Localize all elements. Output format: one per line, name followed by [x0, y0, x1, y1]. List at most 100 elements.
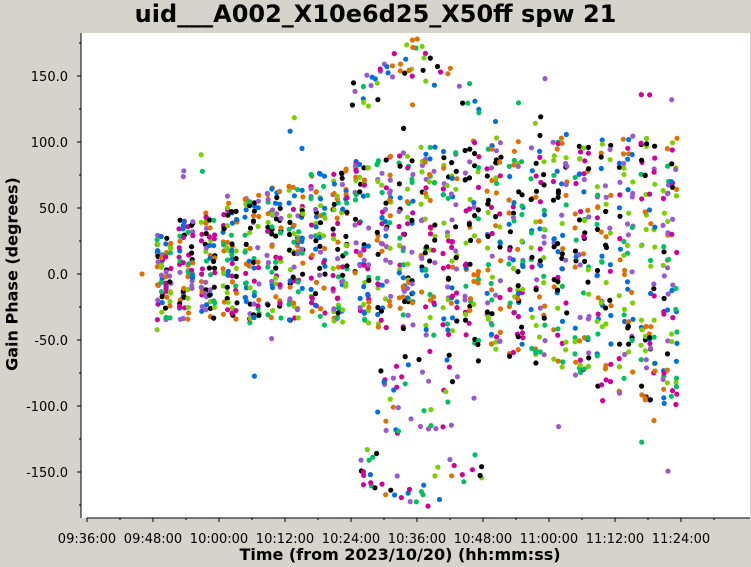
data-point [274, 194, 280, 201]
data-point [528, 230, 535, 236]
data-point [159, 255, 165, 261]
data-point [559, 283, 565, 289]
data-point [564, 163, 570, 169]
data-point [449, 315, 456, 321]
data-point [551, 356, 557, 362]
data-point [529, 254, 535, 260]
data-point [472, 150, 478, 157]
data-point [643, 135, 650, 141]
data-point [400, 262, 406, 268]
data-point [616, 364, 623, 370]
data-point [407, 499, 413, 505]
data-point [321, 322, 327, 328]
data-point [472, 452, 478, 458]
data-point [423, 327, 429, 333]
data-point [484, 173, 490, 179]
data-point [207, 225, 213, 231]
data-point [225, 272, 231, 278]
data-point [383, 226, 389, 232]
data-point [465, 100, 471, 106]
data-point [212, 232, 218, 238]
data-point [494, 180, 500, 187]
data-point [277, 201, 283, 207]
data-point [594, 226, 601, 232]
data-point [361, 99, 367, 105]
data-point [409, 281, 415, 287]
data-point [199, 168, 205, 174]
data-point [400, 312, 406, 318]
data-point [401, 125, 407, 131]
data-point [617, 341, 623, 347]
data-point [603, 194, 609, 200]
data-point [607, 297, 613, 303]
data-point [321, 233, 327, 239]
data-point [366, 457, 372, 463]
data-point [287, 128, 293, 134]
data-point [510, 214, 516, 220]
data-point [440, 322, 446, 328]
data-point [397, 195, 403, 201]
data-point [497, 173, 503, 179]
data-point [602, 183, 609, 189]
data-point [247, 203, 253, 209]
data-point [420, 67, 426, 73]
data-point [185, 295, 191, 301]
data-point [168, 245, 174, 252]
data-point [630, 369, 636, 375]
data-point [256, 192, 262, 198]
data-point [409, 102, 416, 108]
data-point [648, 263, 654, 269]
data-point [353, 174, 359, 180]
data-point [582, 258, 588, 264]
data-point [472, 163, 478, 169]
data-point [493, 160, 499, 166]
data-point [353, 167, 359, 173]
data-point [242, 196, 248, 202]
data-point [608, 312, 614, 319]
data-point [404, 285, 411, 291]
data-point [497, 224, 503, 230]
data-point [287, 219, 293, 225]
data-point [375, 97, 381, 103]
data-point [340, 307, 346, 313]
data-point [468, 237, 474, 243]
data-point [643, 357, 649, 363]
data-point [463, 332, 469, 338]
data-point [225, 257, 231, 263]
data-point [427, 258, 433, 264]
data-point [462, 311, 469, 317]
data-point [559, 220, 565, 227]
data-point [585, 144, 592, 150]
data-point [536, 294, 543, 300]
y-tick-label: 50.0 [39, 202, 68, 217]
data-point [221, 299, 227, 305]
data-point [199, 308, 205, 314]
data-point [181, 168, 187, 174]
data-point [291, 193, 297, 199]
data-point [158, 279, 164, 285]
data-point [340, 264, 346, 270]
data-point [651, 286, 657, 292]
data-point [603, 242, 609, 248]
data-point [243, 285, 249, 291]
y-tick-label: 100.0 [31, 136, 68, 151]
x-tick-label: 10:48:00 [454, 532, 512, 547]
data-point [352, 270, 358, 276]
data-point [405, 312, 411, 318]
data-point [497, 338, 503, 344]
data-point [599, 324, 606, 330]
data-point [269, 224, 275, 230]
data-point [453, 186, 459, 192]
data-point [163, 269, 169, 275]
data-point [357, 189, 363, 195]
data-point [607, 225, 613, 231]
data-point [203, 220, 209, 226]
data-point [626, 341, 632, 347]
data-point [360, 193, 366, 199]
data-point [383, 257, 389, 263]
data-point [673, 166, 679, 172]
data-point [334, 314, 340, 320]
data-point [211, 315, 217, 321]
data-point [272, 200, 279, 206]
data-point [331, 181, 337, 187]
